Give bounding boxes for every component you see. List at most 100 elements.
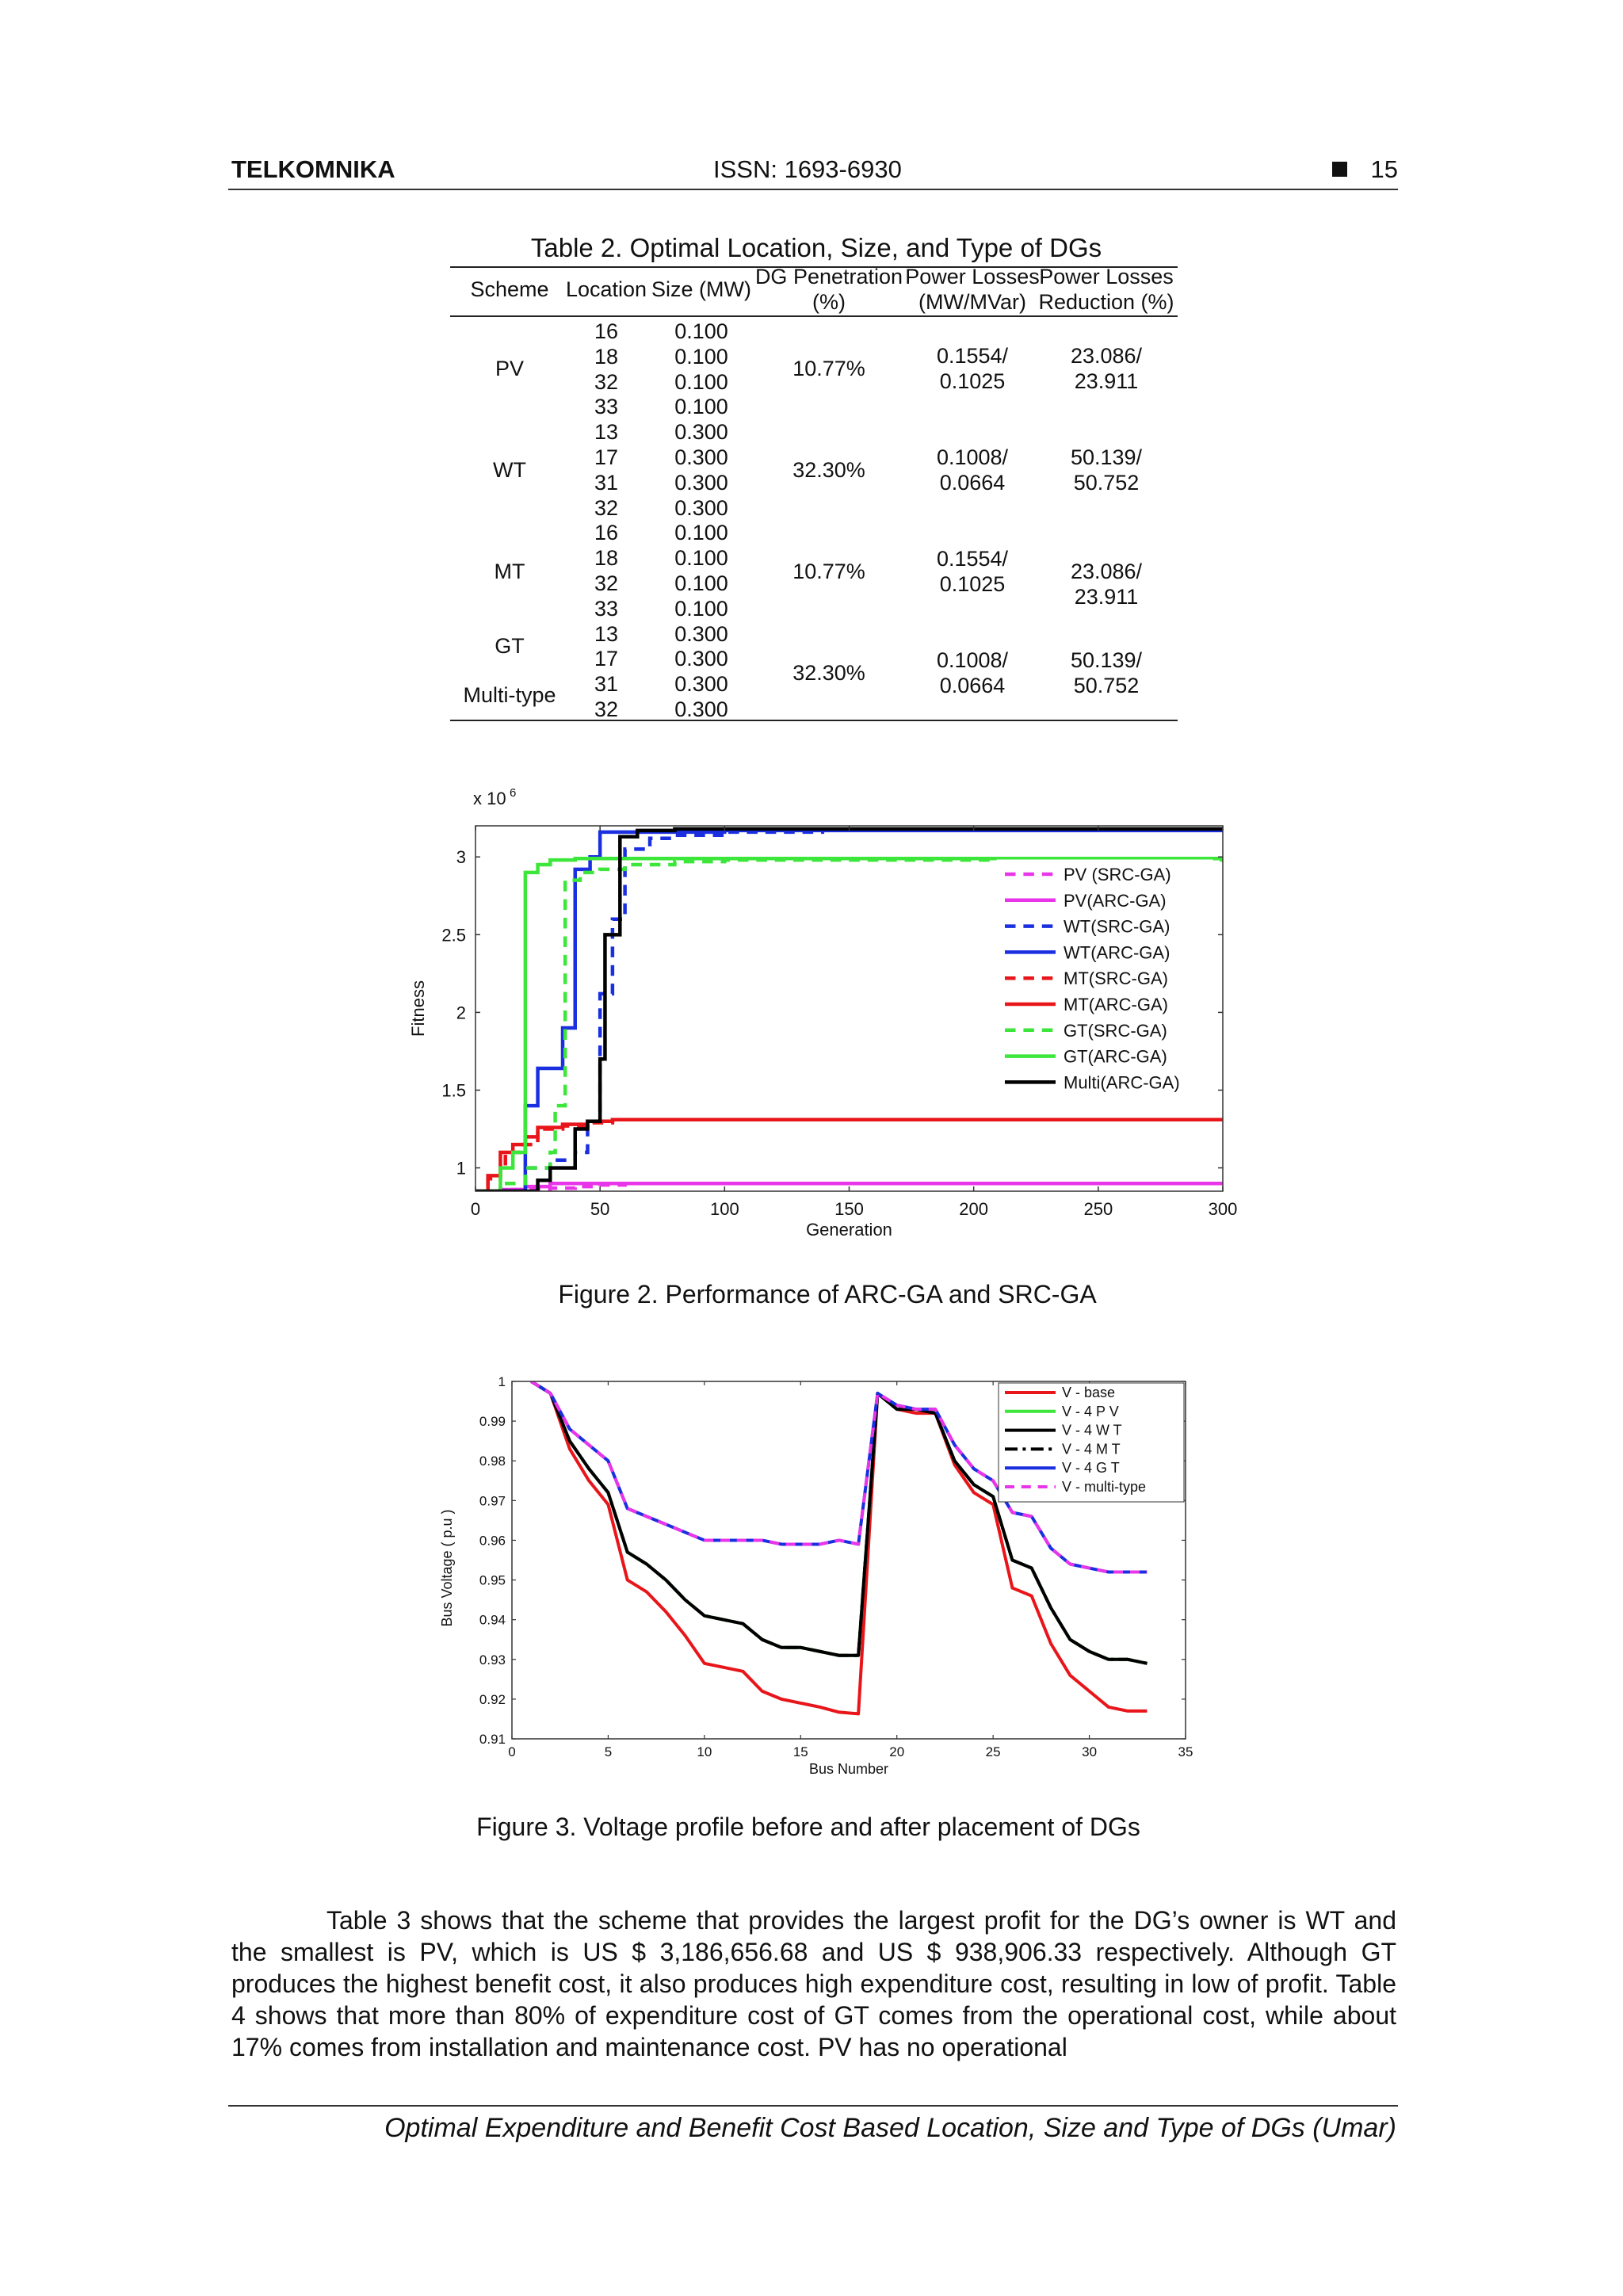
legend-label: V - 4 M T <box>1062 1441 1121 1457</box>
table-cell-scheme: GT <box>495 634 525 658</box>
y-tick-label: 0.94 <box>479 1613 506 1628</box>
y-tick-label: 1.5 <box>441 1080 466 1100</box>
table-cell-size: 0.100 <box>674 521 728 545</box>
table-cell-reduction: 50.752 <box>1073 674 1140 697</box>
y-tick-label: 0.97 <box>479 1493 506 1508</box>
series-group <box>530 1381 1148 1716</box>
table-cell-size: 0.300 <box>674 672 728 697</box>
table-cell-location: 13 <box>594 420 619 445</box>
table-cell-scheme: MT <box>494 560 525 583</box>
table-cell-size: 0.100 <box>674 319 728 343</box>
legend-label: WT(ARC-GA) <box>1064 942 1170 962</box>
table-cell-location: 32 <box>594 369 619 394</box>
col-header-reduction-unit: Reduction (%) <box>1038 290 1174 314</box>
x-tick-label: 35 <box>1178 1744 1193 1759</box>
table-cell-reduction: 50.752 <box>1073 471 1140 495</box>
col-header-location: Location <box>565 277 647 301</box>
table-cell-losses: 0.1025 <box>939 572 1006 596</box>
table-cell-reduction: 23.086/ <box>1070 344 1143 368</box>
legend-box <box>998 1382 1185 1503</box>
y-tick-label: 0.95 <box>479 1573 506 1588</box>
col-header-losses-unit: (MW/MVar) <box>918 290 1026 314</box>
figure-2-chart: 0 50 100 150 200 250 300 1 1.5 2 2.5 3 x 10 6 Generati… <box>408 786 1237 1240</box>
col-header-penetration-unit: (%) <box>812 290 846 314</box>
table-cell-size: 0.300 <box>674 621 728 646</box>
y-multiplier-exponent: 6 <box>510 786 516 800</box>
series-line <box>475 830 825 1191</box>
y-tick-label: 0.99 <box>479 1414 506 1429</box>
x-tick-label: 15 <box>793 1744 808 1759</box>
x-tick-label: 30 <box>1082 1744 1097 1759</box>
table-cell-location: 33 <box>594 596 619 621</box>
table-top-rule <box>450 266 1178 268</box>
col-header-size: Size (MW) <box>651 277 751 301</box>
table-cell-size: 0.300 <box>674 495 728 520</box>
table-cell-location: 13 <box>594 621 619 646</box>
table-cell-scheme: Multi-type <box>463 683 556 707</box>
y-tick-label: 3 <box>456 847 466 867</box>
legend-label: GT(ARC-GA) <box>1064 1047 1167 1067</box>
col-header-losses: Power Losses <box>905 265 1040 288</box>
table-cell-location: 16 <box>594 319 619 343</box>
table-cell-location: 18 <box>594 344 619 369</box>
legend-label: GT(SRC-GA) <box>1064 1021 1167 1041</box>
table-cell-size: 0.300 <box>674 647 728 671</box>
col-header-reduction: Power Losses <box>1039 265 1174 288</box>
series-line <box>475 858 1223 1191</box>
figure-2-caption: Figure 2. Performance of ARC-GA and SRC-… <box>558 1280 1097 1308</box>
table-cell-reduction: 23.911 <box>1074 369 1139 393</box>
figure-3-chart: 0 5 10 15 20 25 30 35 0.91 0.92 0.93 0.94 0.95 0.96 0.… <box>439 1374 1193 1777</box>
x-tick-label: 25 <box>986 1744 1001 1759</box>
legend-label: MT(SRC-GA) <box>1064 968 1168 988</box>
table-cell-reduction: 50.139/ <box>1070 445 1143 469</box>
table-cell-location: 18 <box>594 546 619 571</box>
table-cell-location: 31 <box>594 470 619 495</box>
table-cell-location: 16 <box>594 521 619 545</box>
y-tick-label: 1 <box>456 1159 466 1179</box>
x-tick-label: 20 <box>889 1744 904 1759</box>
x-tick-label: 0 <box>471 1199 480 1219</box>
x-tick-label: 150 <box>834 1199 864 1219</box>
table-bottom-rule <box>450 720 1178 721</box>
table-cell-scheme: WT <box>493 458 526 482</box>
table-cell-losses: 0.1554/ <box>936 344 1009 368</box>
table-cell-losses: 0.0664 <box>939 471 1006 495</box>
x-axis-label: Bus Number <box>809 1761 888 1777</box>
table-cell-scheme: PV <box>495 357 525 380</box>
y-multiplier: x 10 <box>473 789 506 808</box>
series-line <box>475 827 1223 1191</box>
table-cell-losses: 0.1008/ <box>936 648 1009 672</box>
x-axis-label: Generation <box>806 1220 892 1240</box>
x-tick-label: 200 <box>959 1199 988 1219</box>
issn: ISSN: 1693-6930 <box>713 155 902 183</box>
table-cell-size: 0.300 <box>674 420 728 445</box>
table-cell-size: 0.100 <box>674 369 728 394</box>
journal-name: TELKOMNIKA <box>231 155 395 183</box>
col-header-scheme: Scheme <box>470 277 549 301</box>
page-number-block: 15 <box>1319 155 1398 184</box>
x-tick-label: 5 <box>605 1744 612 1759</box>
series-group <box>475 827 1223 1191</box>
legend-label: V - base <box>1062 1385 1115 1400</box>
table-cell-losses: 0.1554/ <box>936 547 1009 571</box>
y-tick-label: 0.92 <box>479 1692 506 1707</box>
table-cell-reduction: 23.911 <box>1074 585 1139 609</box>
table-cell-location: 31 <box>594 672 619 697</box>
table-cell-losses: 0.1025 <box>939 369 1006 393</box>
series-line <box>530 1381 1148 1716</box>
x-tick-label: 10 <box>697 1744 712 1759</box>
table-cell-location: 17 <box>594 445 619 469</box>
table-cell-penetration: 10.77% <box>792 357 865 380</box>
y-axis-label: Fitness <box>408 980 428 1037</box>
legend-label: V - 4 W T <box>1062 1423 1122 1438</box>
table-cell-location: 32 <box>594 697 619 721</box>
legend-label: V - 4 P V <box>1062 1404 1119 1419</box>
y-tick-label: 2.5 <box>441 925 466 945</box>
page-number: 15 <box>1370 155 1398 183</box>
series-line <box>530 1381 1148 1665</box>
legend-label: MT(ARC-GA) <box>1064 995 1168 1014</box>
y-tick-label: 0.98 <box>479 1454 506 1469</box>
table-cell-penetration: 32.30% <box>792 661 865 685</box>
y-tick-label: 0.96 <box>479 1533 506 1548</box>
legend-label: WT(SRC-GA) <box>1064 917 1170 937</box>
